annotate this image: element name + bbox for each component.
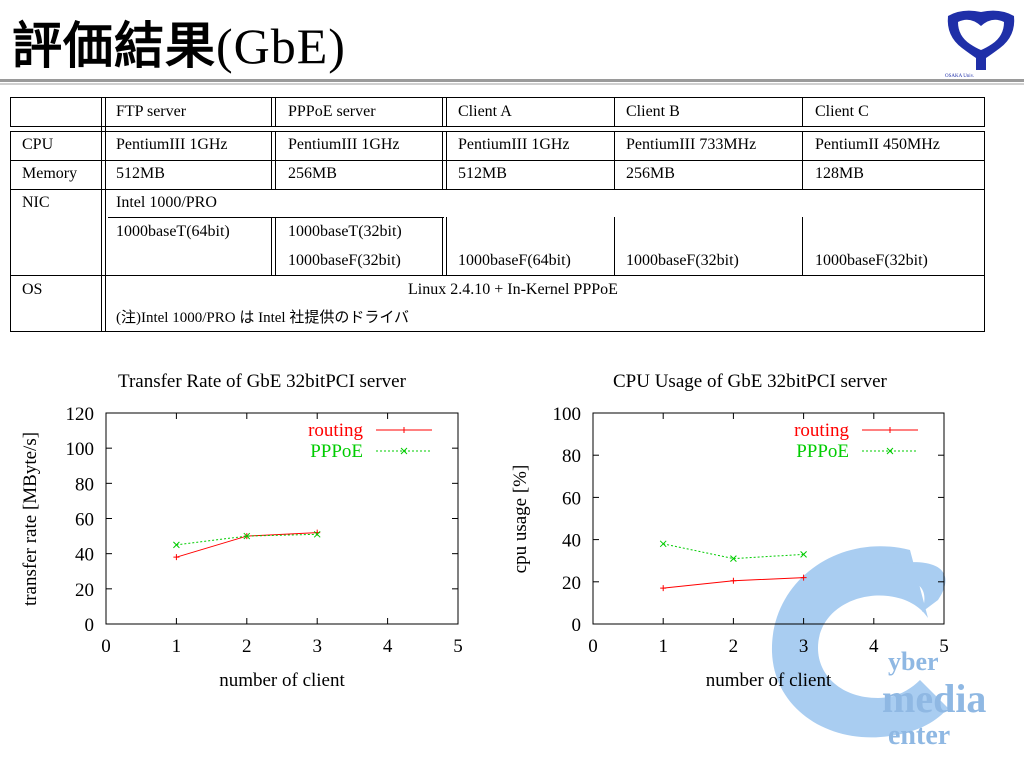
y-tick-label: 100 <box>66 439 95 460</box>
page-title-gbe: (GbE) <box>216 18 346 74</box>
legend-marker <box>401 427 407 433</box>
table-header-row <box>10 97 985 127</box>
x-tick-label: 3 <box>799 636 809 657</box>
plot-frame <box>105 412 459 625</box>
y-tick-label: 80 <box>562 446 581 467</box>
header-pppoe-server: PPPoE server <box>288 103 376 120</box>
nic-pppoe-card-2: 1000baseF(32bit) <box>288 252 401 269</box>
cpu-client-a: PentiumIII 1GHz <box>458 136 570 153</box>
header-ftp-server: FTP server <box>116 103 187 120</box>
cpu-pppoe: PentiumIII 1GHz <box>288 136 400 153</box>
y-tick-label: 20 <box>75 580 94 601</box>
data-point <box>660 585 667 592</box>
series-line-pppoe <box>663 543 804 560</box>
transfer-rate-chart: 0 20 40 60 80 100 120 0 1 2 3 4 5 number of client tra… <box>20 404 463 691</box>
x-tick-label: 2 <box>242 636 252 657</box>
cpu-ftp: PentiumIII 1GHz <box>116 136 228 153</box>
y-axis-label: transfer rate [MByte/s] <box>20 432 41 606</box>
legend-marker <box>400 447 408 455</box>
y-tick-label: 20 <box>562 573 581 594</box>
x-tick-label: 5 <box>939 636 949 657</box>
watermark-line3: enter <box>888 720 950 751</box>
data-point <box>659 540 667 548</box>
header-client-a: Client A <box>458 103 512 120</box>
legend-label-pppoe: PPPoE <box>310 441 363 462</box>
nic-ftp-card: 1000baseT(64bit) <box>116 223 230 240</box>
university-logo: OSAKA Univ. <box>945 10 1015 79</box>
data-point <box>800 551 807 558</box>
chart-title-transfer-rate: Transfer Rate of GbE 32bitPCI server <box>118 371 406 392</box>
x-axis-label: number of client <box>706 670 832 691</box>
page-title: 評価結果(GbE) <box>12 14 346 78</box>
x-tick-label: 1 <box>172 636 182 657</box>
x-tick-label: 2 <box>729 636 739 657</box>
y-tick-label: 60 <box>75 510 94 531</box>
row-label-memory: Memory <box>22 165 78 182</box>
row-label-cpu: CPU <box>22 136 54 153</box>
nic-client-a: 1000baseF(64bit) <box>458 252 571 269</box>
data-point <box>173 541 180 549</box>
chart-title-cpu-usage: CPU Usage of GbE 32bitPCI server <box>613 371 887 392</box>
x-tick-label: 1 <box>658 636 668 657</box>
legend-label-routing: routing <box>308 420 363 441</box>
title-rule-shadow <box>0 83 1024 85</box>
y-tick-label: 120 <box>66 404 95 425</box>
header-client-c: Client C <box>815 103 869 120</box>
y-tick-label: 80 <box>75 474 94 495</box>
memory-client-c: 128MB <box>815 165 864 182</box>
page-title-jp: 評価結果 <box>12 17 216 75</box>
cybermedia-center-watermark: yber media enter <box>771 546 986 751</box>
legend-marker <box>886 447 894 455</box>
plot-frame <box>592 412 945 625</box>
x-tick-label: 5 <box>453 636 463 657</box>
cpu-client-b: PentiumIII 733MHz <box>626 136 757 153</box>
title-rule <box>0 79 1024 82</box>
y-tick-label: 60 <box>562 488 581 509</box>
legend-label-routing: routing <box>794 420 849 441</box>
nic-client-b: 1000baseF(32bit) <box>626 252 739 269</box>
data-point <box>730 577 737 584</box>
x-tick-label: 0 <box>588 636 598 657</box>
series-line-pppoe <box>176 533 318 546</box>
data-point <box>800 574 807 581</box>
watermark-line2: media <box>882 676 986 721</box>
memory-ftp: 512MB <box>116 165 165 182</box>
y-tick-label: 40 <box>562 531 581 552</box>
cpu-usage-chart: 0 20 40 60 80 100 0 1 2 3 4 5 number of client cpu us… <box>510 404 949 691</box>
y-tick-label: 0 <box>85 615 95 636</box>
os-value: Linux 2.4.10 + In-Kernel PPPoE <box>408 281 618 298</box>
x-tick-label: 4 <box>869 636 879 657</box>
x-tick-label: 0 <box>101 636 111 657</box>
logo-text: OSAKA Univ. <box>945 74 974 79</box>
x-tick-label: 4 <box>383 636 393 657</box>
memory-client-a: 512MB <box>458 165 507 182</box>
data-point <box>243 532 251 540</box>
table-body <box>10 131 985 332</box>
data-point <box>730 555 737 562</box>
legend-marker <box>887 427 893 433</box>
legend-label-pppoe: PPPoE <box>796 441 849 462</box>
memory-pppoe: 256MB <box>288 165 337 182</box>
x-tick-label: 3 <box>312 636 322 657</box>
row-label-os: OS <box>22 281 43 298</box>
watermark-line1: yber <box>888 647 939 676</box>
y-tick-label: 100 <box>553 404 582 425</box>
nic-client-c: 1000baseF(32bit) <box>815 252 928 269</box>
cpu-client-c: PentiumII 450MHz <box>815 136 940 153</box>
data-point <box>173 554 180 561</box>
nic-pppoe-card-1: 1000baseT(32bit) <box>288 223 402 240</box>
y-tick-label: 0 <box>572 615 582 636</box>
memory-client-b: 256MB <box>626 165 675 182</box>
y-axis-label: cpu usage [%] <box>510 465 531 574</box>
nic-common: Intel 1000/PRO <box>116 194 217 211</box>
header-client-b: Client B <box>626 103 680 120</box>
x-axis-label: number of client <box>219 670 345 691</box>
y-tick-label: 40 <box>75 545 94 566</box>
data-point <box>313 530 321 538</box>
row-label-nic: NIC <box>22 194 50 211</box>
table-note: (注)Intel 1000/PRO は Intel 社提供のドライバ <box>116 310 410 326</box>
